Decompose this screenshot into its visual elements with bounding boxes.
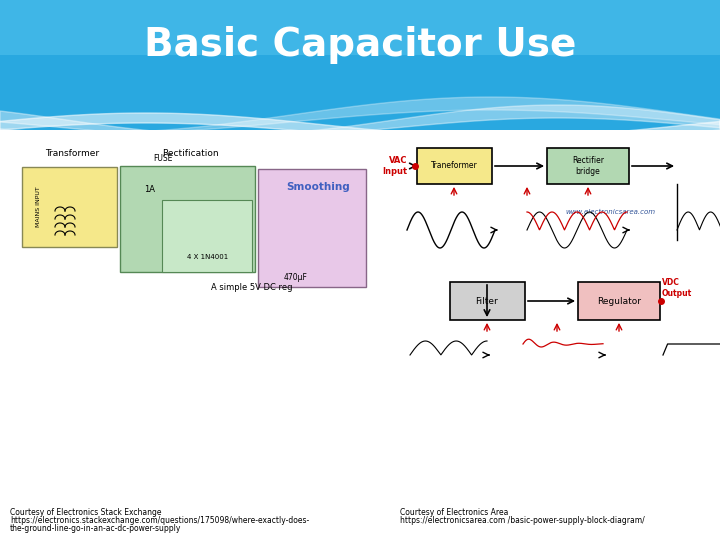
Text: Transformer: Transformer xyxy=(45,149,99,158)
Text: Smoothing: Smoothing xyxy=(286,182,350,192)
Text: https://electronicsarea.com /basic-power-supply-block-diagram/: https://electronicsarea.com /basic-power… xyxy=(400,516,644,525)
Text: 4 X 1N4001: 4 X 1N4001 xyxy=(187,254,229,260)
Text: 470μF: 470μF xyxy=(284,273,308,281)
Text: Rectifier
bridge: Rectifier bridge xyxy=(572,156,604,176)
Text: 1A: 1A xyxy=(145,186,156,194)
Text: Courtesy of Electronics Area: Courtesy of Electronics Area xyxy=(400,508,508,517)
Text: Courtesy of Electronics Stack Exchange: Courtesy of Electronics Stack Exchange xyxy=(10,508,161,517)
Bar xyxy=(120,166,255,272)
Text: Basic Capacitor Use: Basic Capacitor Use xyxy=(144,26,576,64)
Bar xyxy=(22,167,117,247)
Bar xyxy=(417,148,492,184)
Bar xyxy=(547,148,629,184)
Text: https://electronics.stackexchange.com/questions/175098/where-exactly-does-: https://electronics.stackexchange.com/qu… xyxy=(10,516,310,525)
Bar xyxy=(0,0,720,55)
Bar xyxy=(162,200,252,272)
Text: Rectification: Rectification xyxy=(162,149,218,158)
Text: Traneformer: Traneformer xyxy=(431,161,477,171)
Text: MAINS INPUT: MAINS INPUT xyxy=(35,187,40,227)
Text: Regulator: Regulator xyxy=(597,296,641,306)
Bar xyxy=(0,130,720,540)
Text: FUSE: FUSE xyxy=(153,154,173,163)
Bar xyxy=(0,0,720,130)
Text: Filter: Filter xyxy=(476,296,498,306)
Bar xyxy=(578,282,660,320)
Bar xyxy=(258,169,366,287)
Bar xyxy=(450,282,525,320)
Text: A simple 5V DC reg: A simple 5V DC reg xyxy=(211,283,293,292)
Text: www.electronicsarea.com: www.electronicsarea.com xyxy=(565,209,655,215)
Text: the-ground-line-go-in-an-ac-dc-power-supply: the-ground-line-go-in-an-ac-dc-power-sup… xyxy=(10,524,181,533)
Text: VAC
Input: VAC Input xyxy=(382,156,407,176)
Text: VDC
Output: VDC Output xyxy=(662,278,692,298)
